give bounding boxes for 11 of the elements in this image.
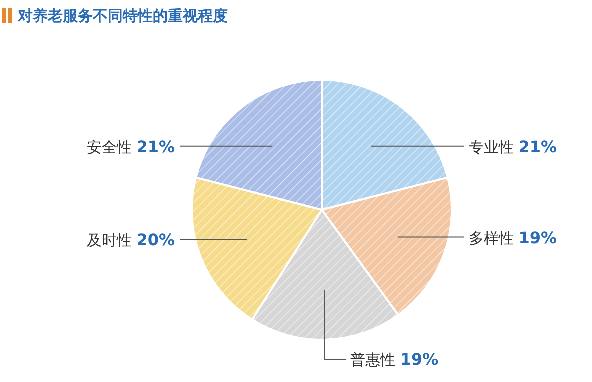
data-label: 21%	[518, 137, 558, 156]
slice-label: 及时性	[86, 232, 137, 250]
slice-label: 安全性	[86, 138, 137, 156]
data-label: 19%	[518, 228, 558, 248]
chart-title: 对养老服务不同特性的重视程度	[17, 7, 228, 25]
data-label: 20%	[136, 230, 175, 250]
data-label: 19%	[400, 350, 439, 369]
slice-label: 普惠性	[350, 351, 400, 369]
data-label: 21%	[136, 137, 175, 156]
slice-label: 多样性	[469, 229, 519, 248]
slice-label: 专业性	[469, 138, 519, 156]
